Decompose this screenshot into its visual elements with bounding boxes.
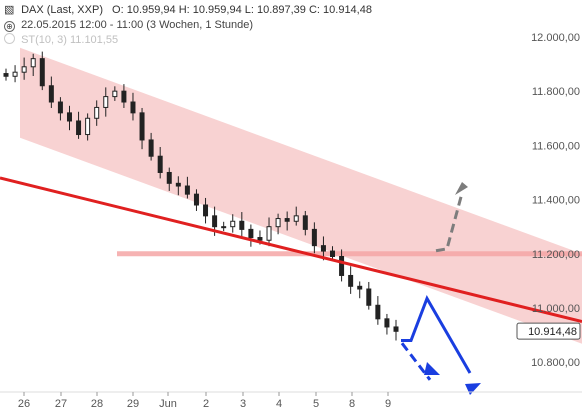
candle-down (375, 304, 381, 320)
candle-down (148, 139, 154, 157)
projection-dashed-blue (400, 342, 432, 381)
candle-down (357, 285, 363, 290)
clock-icon[interactable]: ⊕ (4, 21, 15, 32)
candle-down (257, 237, 263, 241)
candle-down (139, 112, 145, 141)
candle-down (348, 274, 354, 287)
x-tick-label: Jun (159, 398, 177, 410)
y-tick-label: 11.200,00 (532, 249, 580, 261)
x-tick-label: 8 (349, 398, 355, 410)
candle-up (21, 66, 27, 73)
x-tick-label: 3 (240, 398, 246, 410)
candle-down (393, 326, 399, 332)
indicator-toggle-icon[interactable] (4, 33, 15, 44)
candle-down (66, 112, 72, 122)
candle-down (166, 171, 172, 184)
candle-down (248, 228, 254, 239)
candle-down (48, 85, 54, 103)
x-tick-label: 5 (313, 398, 319, 410)
candle-up (221, 226, 227, 229)
candle-up (293, 215, 299, 222)
projection-path-blue (401, 295, 472, 374)
candle-down (203, 204, 209, 217)
projection-arrowhead-blue-dashed (424, 362, 440, 375)
last-price-box (516, 322, 581, 340)
candle-up (85, 117, 91, 136)
x-tick-label: 29 (127, 398, 139, 410)
candle-down (157, 155, 163, 173)
x-tick-label: 26 (18, 398, 30, 410)
candle-down (339, 255, 345, 276)
candle-down (57, 101, 63, 114)
candle-down (330, 250, 336, 257)
candle-down (39, 58, 45, 87)
y-tick-label: 11.800,00 (532, 86, 580, 98)
candle-up (30, 58, 36, 68)
candle-down (284, 218, 290, 222)
y-tick-label: 11.400,00 (532, 195, 580, 207)
candle-down (3, 73, 9, 77)
candle-up (266, 226, 272, 241)
candle-up (12, 71, 18, 77)
last-price-label: 10.914,48 (528, 326, 577, 338)
trend-line (0, 176, 582, 323)
candle-up (94, 106, 100, 119)
x-tick-label: 27 (55, 398, 67, 410)
trend-channel (20, 47, 582, 344)
y-tick-label: 11.000,00 (532, 303, 580, 315)
projection-arrowhead-grey (455, 182, 468, 195)
period-text: 22.05.2015 12:00 - 11:00 (3 Wochen, 1 St… (21, 19, 254, 31)
ohlc-values: O: 10.959,94 H: 10.959,94 L: 10.897,39 C… (112, 4, 372, 16)
chart-header: ▧ DAX (Last, XXP) O: 10.959,94 H: 10.959… (4, 3, 372, 48)
candle-down (121, 90, 127, 103)
candle-down (366, 288, 372, 306)
candle-down (76, 120, 82, 136)
y-tick-label: 10.800,00 (531, 357, 580, 369)
candle-down (193, 193, 199, 206)
instrument-title: DAX (Last, XXP) (21, 4, 103, 16)
candle-up (112, 90, 118, 98)
candle-down (311, 228, 317, 247)
candle-up (230, 220, 236, 228)
projection-dashed-grey (435, 196, 463, 253)
candle-down (384, 318, 390, 328)
candle-up (275, 218, 281, 228)
candlestick-icon[interactable]: ▧ (4, 4, 15, 16)
x-tick-label: 28 (91, 398, 103, 410)
candle-down (130, 101, 136, 114)
candle-down (184, 185, 190, 195)
y-tick-label: 12.000,00 (531, 32, 580, 44)
x-tick-label: 4 (276, 398, 282, 410)
candle-down (320, 245, 326, 252)
candle-down (239, 220, 245, 230)
x-tick-label: 9 (385, 398, 391, 410)
candle-up (103, 96, 109, 108)
candle-down (302, 215, 308, 230)
x-tick-label: 2 (203, 398, 209, 410)
indicator-text: ST(10, 3) 11.101,55 (21, 34, 119, 46)
y-tick-label: 11.600,00 (532, 140, 580, 152)
projection-arrowhead-blue (465, 383, 481, 395)
candle-down (175, 182, 181, 187)
candle-down (212, 215, 218, 228)
